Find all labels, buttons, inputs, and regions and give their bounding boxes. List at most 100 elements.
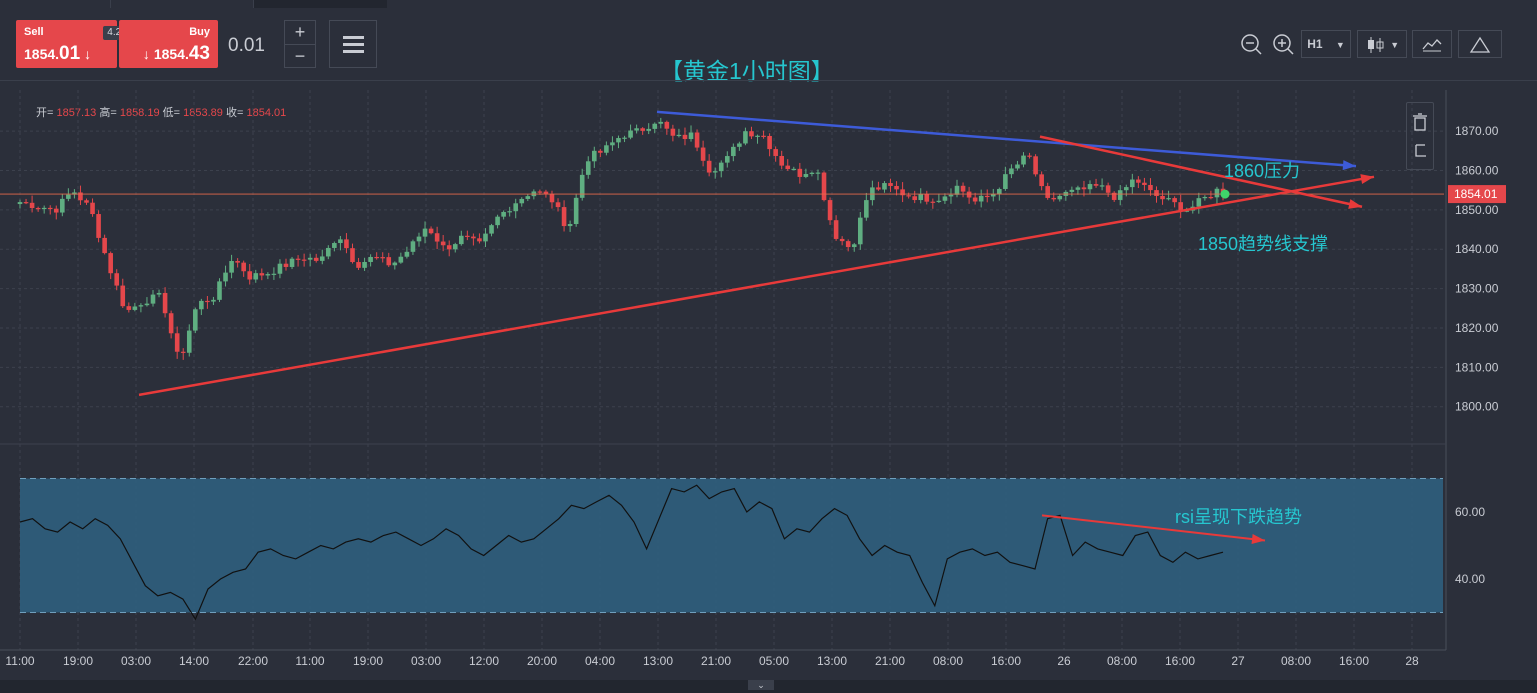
- chart-tab[interactable]: [387, 0, 1537, 8]
- open-value: 1857.13: [56, 107, 97, 119]
- candle-body: [446, 245, 452, 250]
- candle-body: [803, 174, 809, 177]
- candle-body: [156, 292, 162, 295]
- candlestick-icon: [1367, 36, 1384, 53]
- candle-body: [247, 271, 253, 280]
- undo-icon[interactable]: [1415, 144, 1426, 157]
- candle-body: [289, 258, 295, 267]
- resistance-annotation: 1860压力: [1224, 161, 1300, 181]
- candle-body: [591, 150, 597, 162]
- candle-body: [1069, 189, 1075, 192]
- candle-body: [990, 194, 996, 197]
- candle-body: [930, 201, 936, 203]
- candle-body: [797, 168, 803, 177]
- arrow-down-icon: ↓: [142, 46, 150, 62]
- candle-body: [513, 203, 519, 212]
- candle-body: [598, 150, 603, 153]
- x-tick-label: 11:00: [5, 654, 34, 668]
- buy-button[interactable]: Buy ↓ 1854.43: [119, 20, 218, 68]
- candle-body: [779, 155, 784, 166]
- candle-body: [319, 256, 325, 261]
- lot-size-input[interactable]: 0.01: [228, 35, 265, 56]
- chart-tab[interactable]: [111, 0, 254, 8]
- candle-body: [652, 123, 658, 129]
- candle-body: [380, 257, 386, 259]
- candle-body: [108, 253, 113, 274]
- candle-body: [416, 236, 422, 242]
- high-label: 高=: [99, 107, 117, 119]
- candle-body: [610, 142, 615, 146]
- candle-body: [186, 330, 192, 353]
- resistance-trendline-arrowhead: [1342, 160, 1356, 171]
- candle-body: [338, 239, 343, 244]
- x-tick-label: 08:00: [1107, 654, 1137, 668]
- candle-body: [966, 191, 972, 198]
- lot-decrease-button[interactable]: −: [294, 46, 306, 66]
- x-tick-label: 21:00: [875, 654, 905, 668]
- candle-body: [1081, 187, 1087, 190]
- candle-body: [948, 194, 954, 197]
- candle-body: [555, 202, 561, 208]
- x-tick-label: 05:00: [759, 654, 789, 668]
- candle-body: [888, 183, 893, 186]
- candle-body: [1208, 196, 1214, 199]
- chevron-down-icon[interactable]: ⌄: [748, 680, 774, 690]
- candle-body: [936, 200, 942, 202]
- drawing-tools-button[interactable]: [1458, 30, 1502, 58]
- x-tick-label: 03:00: [411, 654, 441, 668]
- chart-type-select[interactable]: ▼: [1357, 30, 1407, 58]
- candle-body: [978, 195, 984, 202]
- chart-tab[interactable]: [0, 0, 111, 8]
- candle-body: [694, 132, 700, 148]
- support-trendline-arrowhead: [1360, 174, 1374, 184]
- x-tick-label: 03:00: [121, 654, 151, 668]
- price-marker: [1220, 189, 1230, 199]
- zoom-out-icon[interactable]: [1239, 32, 1263, 56]
- candle-body: [489, 225, 494, 234]
- candle-body: [761, 135, 766, 137]
- candle-body: [313, 257, 319, 261]
- candle-body: [1009, 168, 1014, 175]
- candle-body: [815, 172, 821, 174]
- candle-body: [809, 172, 815, 175]
- candle-body: [827, 200, 833, 221]
- candle-body: [851, 244, 857, 248]
- candle-body: [912, 196, 917, 201]
- candle-body: [507, 211, 512, 213]
- low-value: 1853.89: [183, 107, 223, 119]
- current-price-tag: [1448, 185, 1506, 204]
- chevron-down-icon: ▼: [1390, 40, 1400, 50]
- candle-body: [676, 134, 682, 137]
- timeframe-select[interactable]: H1 ▼: [1301, 30, 1351, 58]
- candle-body: [120, 285, 126, 307]
- rsi-trendline-arrowhead: [1251, 534, 1265, 544]
- candle-body: [404, 251, 410, 257]
- indicators-button[interactable]: [1412, 30, 1452, 58]
- zoom-in-icon[interactable]: [1271, 32, 1295, 56]
- y-tick-label: 1850.00: [1455, 203, 1499, 217]
- indicator-icon: [1422, 38, 1442, 52]
- rsi-tick-label: 60.00: [1455, 505, 1485, 519]
- sell-button[interactable]: Sell 1854.01 ↓: [16, 20, 117, 68]
- rsi-band: [20, 478, 1443, 613]
- ohlc-readout: 开= 1857.13 高= 1858.19 低= 1853.89 收= 1854…: [36, 104, 286, 120]
- candle-body: [326, 247, 331, 257]
- x-tick-label: 08:00: [1281, 654, 1311, 668]
- trash-icon[interactable]: [1413, 113, 1427, 131]
- candle-body: [205, 300, 210, 303]
- candle-body: [253, 273, 259, 280]
- candle-body: [1160, 196, 1165, 200]
- lot-increase-button[interactable]: +: [285, 21, 315, 45]
- candle-body: [585, 161, 591, 175]
- sell-price: 1854.01 ↓: [24, 43, 92, 64]
- candle-body: [217, 281, 222, 300]
- candle-body: [1196, 198, 1202, 207]
- y-tick-label: 1830.00: [1455, 282, 1499, 296]
- candle-body: [924, 194, 930, 202]
- order-list-button[interactable]: [329, 20, 377, 68]
- candle-body: [857, 217, 863, 245]
- candle-body: [66, 194, 71, 199]
- candle-body: [483, 233, 488, 242]
- candle-body: [549, 193, 555, 203]
